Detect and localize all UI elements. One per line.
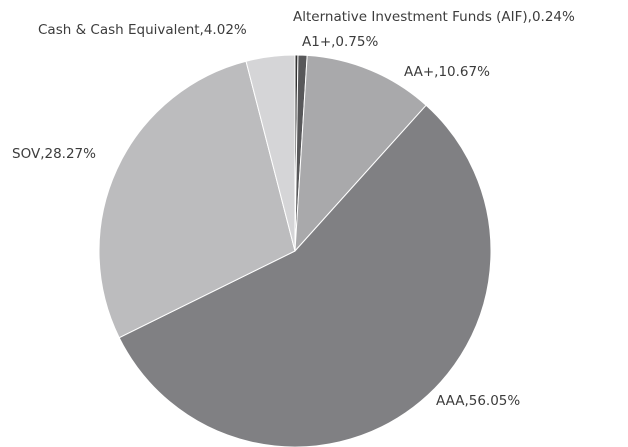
- pie-slice: [118, 104, 492, 447]
- pie-slice: [294, 54, 427, 253]
- slice-label: Cash & Cash Equivalent,4.02%: [38, 22, 247, 38]
- slice-label: AAA,56.05%: [436, 393, 520, 409]
- slice-label: Alternative Investment Funds (AIF),0.24%: [293, 9, 575, 25]
- pie-slice: [98, 60, 296, 339]
- slice-label: A1+,0.75%: [302, 34, 378, 50]
- pie-slice: [245, 54, 296, 252]
- slice-label: AA+,10.67%: [404, 64, 490, 80]
- slice-label: SOV,28.27%: [12, 146, 96, 162]
